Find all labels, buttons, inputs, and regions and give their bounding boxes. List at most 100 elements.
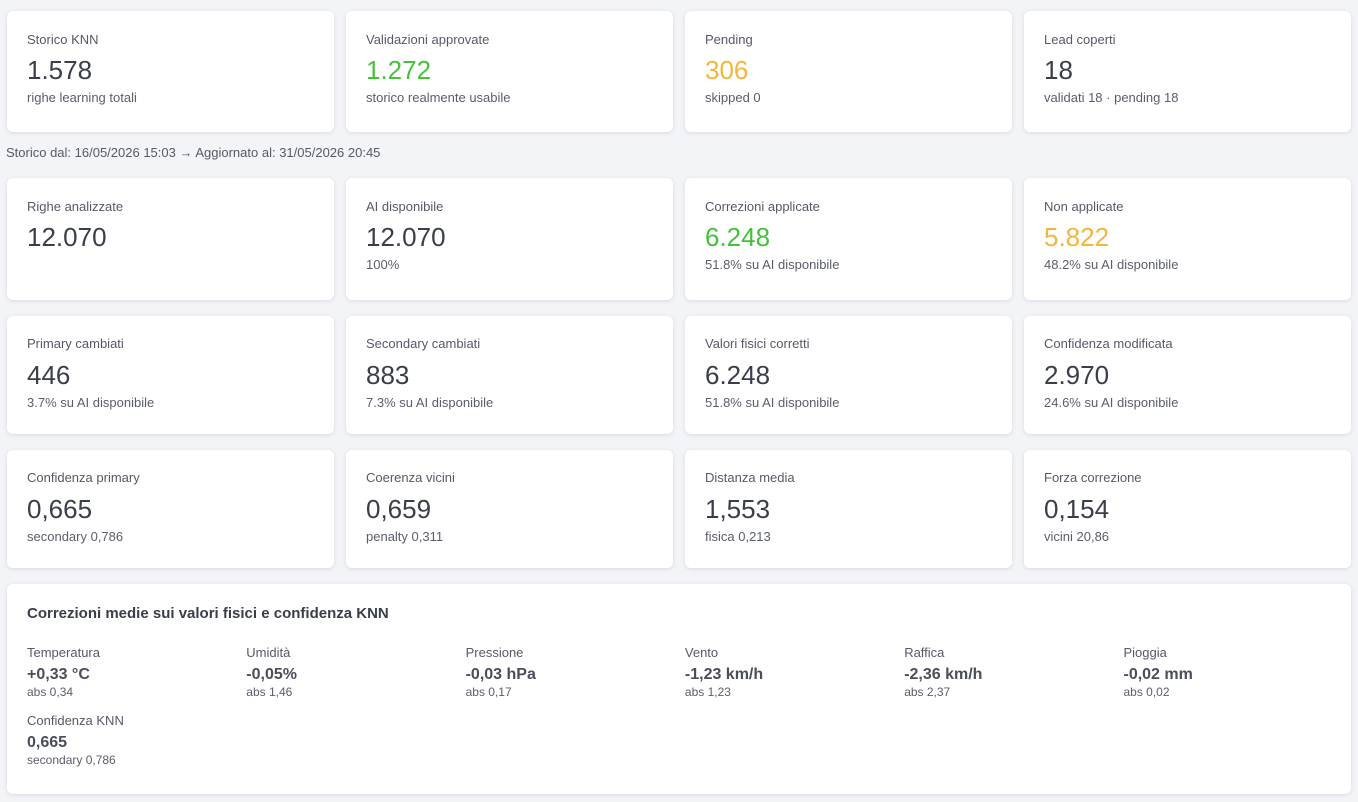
stat-subtext: validati 18 · pending 18 bbox=[1044, 90, 1179, 105]
stat-value: 1.578 bbox=[27, 55, 93, 85]
stat-subtext: storico realmente usabile bbox=[366, 90, 511, 105]
metric-value: -1,23 km/h bbox=[684, 666, 764, 683]
stat-subtext: 51.8% su AI disponibile bbox=[705, 395, 840, 410]
stat-subtext: penalty 0,311 bbox=[366, 529, 444, 544]
metric-value: -0,02 mm bbox=[1123, 666, 1193, 683]
stat-card-storico-knn: Storico KNN 1.578 righe learning totali bbox=[7, 11, 334, 132]
stat-label: Secondary cambiati bbox=[366, 336, 481, 351]
stat-card-correzioni-applicate: Correzioni applicate 6.248 51.8% su AI d… bbox=[685, 178, 1012, 300]
panel-title: Correzioni medie sui valori fisici e con… bbox=[27, 605, 389, 622]
metric-value: -0,03 hPa bbox=[465, 666, 536, 683]
stat-label: Coerenza vicini bbox=[366, 470, 455, 485]
stat-subtext: 51.8% su AI disponibile bbox=[705, 257, 840, 272]
metric-abs: abs 1,46 bbox=[246, 685, 293, 699]
stat-subtext: 3.7% su AI disponibile bbox=[27, 395, 155, 410]
stat-value: 0,154 bbox=[1044, 494, 1110, 524]
stat-value: 446 bbox=[27, 360, 71, 390]
stat-card-forza-correzione: Forza correzione 0,154 vicini 20,86 bbox=[1024, 450, 1351, 568]
stat-subtext: 48.2% su AI disponibile bbox=[1044, 257, 1179, 272]
stat-subtext: skipped 0 bbox=[705, 90, 761, 105]
history-range-text: Storico dal: 16/05/2026 15:03 → Aggiorna… bbox=[6, 145, 381, 160]
stat-value: 18 bbox=[1044, 55, 1073, 85]
metric-vento: Vento -1,23 km/h abs 1,23 bbox=[685, 645, 904, 699]
metric-confidenza-knn: Confidenza KNN 0,665 secondary 0,786 bbox=[27, 713, 246, 767]
mean-corrections-panel: Correzioni medie sui valori fisici e con… bbox=[7, 584, 1351, 794]
metric-value: -2,36 km/h bbox=[904, 666, 983, 683]
metric-abs: abs 2,37 bbox=[904, 685, 951, 699]
stat-subtext: fisica 0,213 bbox=[705, 529, 771, 544]
stat-card-valori-fisici-corretti: Valori fisici corretti 6.248 51.8% su AI… bbox=[685, 316, 1012, 434]
stat-label: Confidenza primary bbox=[27, 470, 140, 485]
stat-label: Correzioni applicate bbox=[705, 199, 820, 214]
metric-pressione: Pressione -0,03 hPa abs 0,17 bbox=[466, 645, 685, 699]
metric-label: Raffica bbox=[904, 645, 945, 660]
metric-abs: abs 0,17 bbox=[465, 685, 512, 699]
stat-subtext: secondary 0,786 bbox=[27, 529, 124, 544]
stat-label: Forza correzione bbox=[1044, 470, 1142, 485]
quality-row: Confidenza primary 0,665 secondary 0,786… bbox=[7, 450, 1351, 568]
stat-label: Distanza media bbox=[705, 470, 795, 485]
metric-label: Vento bbox=[684, 645, 719, 660]
stat-label: Pending bbox=[705, 32, 753, 47]
metric-value: +0,33 °C bbox=[27, 666, 90, 683]
metric-abs: abs 0,02 bbox=[1123, 685, 1170, 699]
stat-value: 12.070 bbox=[27, 222, 107, 252]
metric-label: Pressione bbox=[465, 645, 524, 660]
stat-label: Confidenza modificata bbox=[1044, 336, 1173, 351]
metric-umidita: Umidità -0,05% abs 1,46 bbox=[246, 645, 465, 699]
stat-card-validazioni-approvate: Validazioni approvate 1.272 storico real… bbox=[346, 11, 673, 132]
stat-value: 0,665 bbox=[27, 494, 93, 524]
changes-row: Primary cambiati 446 3.7% su AI disponib… bbox=[7, 316, 1351, 434]
stat-subtext bbox=[27, 257, 314, 273]
stat-label: Non applicate bbox=[1044, 199, 1124, 214]
metric-value: 0,665 bbox=[27, 734, 68, 751]
stat-subtext: 24.6% su AI disponibile bbox=[1044, 395, 1179, 410]
stat-card-secondary-cambiati: Secondary cambiati 883 7.3% su AI dispon… bbox=[346, 316, 673, 434]
metric-raffica: Raffica -2,36 km/h abs 2,37 bbox=[904, 645, 1123, 699]
stat-card-primary-cambiati: Primary cambiati 446 3.7% su AI disponib… bbox=[7, 316, 334, 434]
stat-label: Validazioni approvate bbox=[366, 32, 490, 47]
stat-label: Storico KNN bbox=[27, 32, 99, 47]
metric-abs: abs 1,23 bbox=[684, 685, 731, 699]
stat-card-confidenza-primary: Confidenza primary 0,665 secondary 0,786 bbox=[7, 450, 334, 568]
analysis-row: Righe analizzate 12.070 AI disponibile 1… bbox=[7, 178, 1351, 300]
metric-temperatura: Temperatura +0,33 °C abs 0,34 bbox=[27, 645, 246, 699]
stat-card-ai-disponibile: AI disponibile 12.070 100% bbox=[346, 178, 673, 300]
stat-card-lead-coperti: Lead coperti 18 validati 18 · pending 18 bbox=[1024, 11, 1351, 132]
stat-value: 1,553 bbox=[705, 494, 771, 524]
stat-value: 6.248 bbox=[705, 360, 771, 390]
stat-label: Lead coperti bbox=[1044, 32, 1116, 47]
metrics-grid: Temperatura +0,33 °C abs 0,34 Umidità -0… bbox=[27, 645, 1331, 767]
metric-value: -0,05% bbox=[246, 666, 297, 683]
stat-card-coerenza-vicini: Coerenza vicini 0,659 penalty 0,311 bbox=[346, 450, 673, 568]
metric-label: Temperatura bbox=[27, 645, 100, 660]
metric-abs: abs 0,34 bbox=[27, 685, 74, 699]
stat-subtext: 100% bbox=[366, 257, 400, 272]
stat-card-righe-analizzate: Righe analizzate 12.070 bbox=[7, 178, 334, 300]
stat-card-confidenza-modificata: Confidenza modificata 2.970 24.6% su AI … bbox=[1024, 316, 1351, 434]
metric-abs: secondary 0,786 bbox=[27, 753, 116, 767]
summary-row: Storico KNN 1.578 righe learning totali … bbox=[7, 11, 1351, 132]
stat-value: 5.822 bbox=[1044, 222, 1110, 252]
stat-label: AI disponibile bbox=[366, 199, 444, 214]
stat-subtext: 7.3% su AI disponibile bbox=[366, 395, 494, 410]
stat-value: 6.248 bbox=[705, 222, 771, 252]
stat-card-distanza-media: Distanza media 1,553 fisica 0,213 bbox=[685, 450, 1012, 568]
stat-subtext: vicini 20,86 bbox=[1044, 529, 1110, 544]
stat-value: 883 bbox=[366, 360, 410, 390]
stat-label: Righe analizzate bbox=[27, 199, 124, 214]
stat-value: 0,659 bbox=[366, 494, 432, 524]
stat-value: 2.970 bbox=[1044, 360, 1110, 390]
stat-value: 1.272 bbox=[366, 55, 432, 85]
stat-value: 306 bbox=[705, 55, 749, 85]
metric-pioggia: Pioggia -0,02 mm abs 0,02 bbox=[1123, 645, 1342, 699]
metric-label: Pioggia bbox=[1123, 645, 1167, 660]
metric-label: Umidità bbox=[246, 645, 291, 660]
stat-label: Primary cambiati bbox=[27, 336, 124, 351]
stat-subtext: righe learning totali bbox=[27, 90, 137, 105]
stat-label: Valori fisici corretti bbox=[705, 336, 810, 351]
stat-card-pending: Pending 306 skipped 0 bbox=[685, 11, 1012, 132]
stat-value: 12.070 bbox=[366, 222, 446, 252]
metric-label: Confidenza KNN bbox=[27, 713, 124, 728]
stat-card-non-applicate: Non applicate 5.822 48.2% su AI disponib… bbox=[1024, 178, 1351, 300]
